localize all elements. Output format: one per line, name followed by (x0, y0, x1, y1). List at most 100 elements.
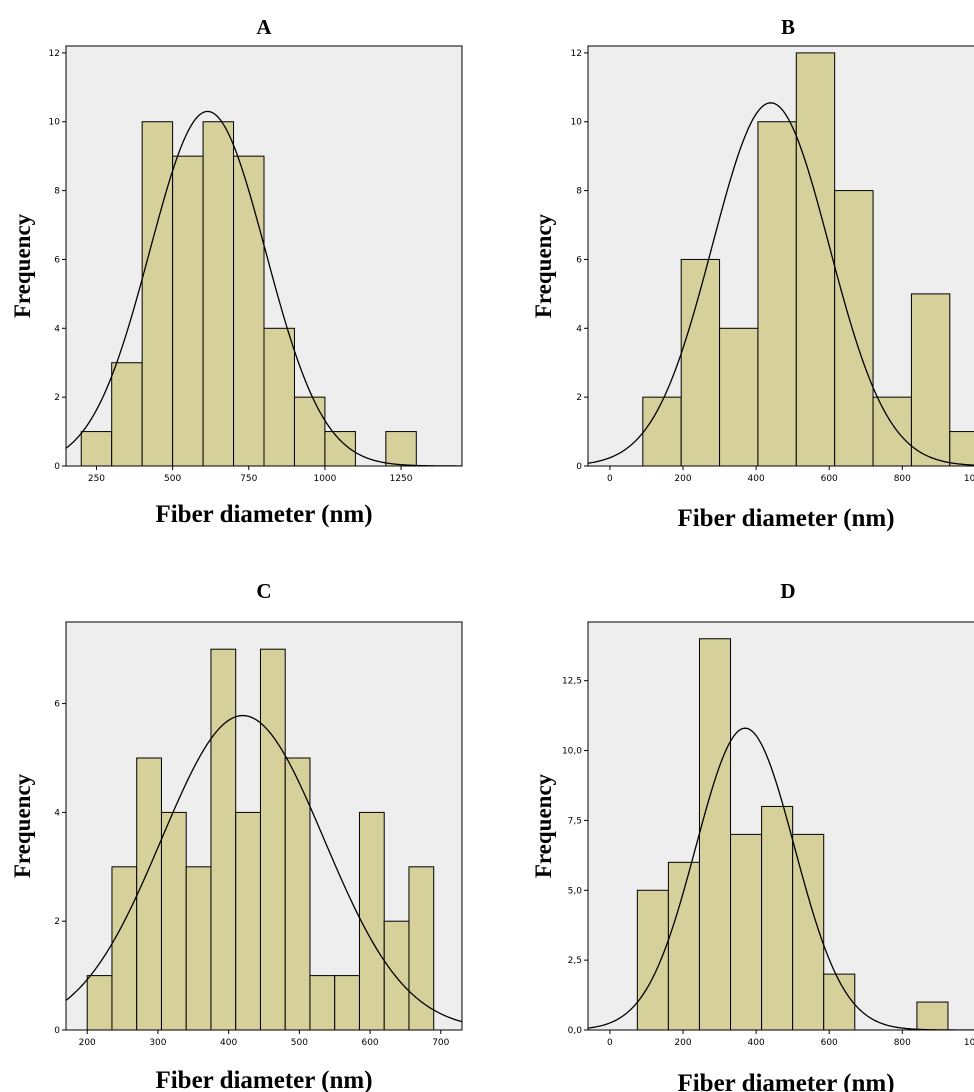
plot-frame (65, 45, 463, 467)
x-tick-label: 800 (894, 474, 911, 484)
normal-curve (588, 102, 974, 466)
histogram-bar (259, 648, 286, 1030)
x-tick-label: 400 (220, 1038, 237, 1048)
x-tick-label: 0 (607, 474, 613, 484)
panel-a: 250 500 750 1000 1250 0 2 4 6 8 10 12 A Fiber diamete… (10, 15, 463, 528)
histogram-bar (910, 293, 951, 466)
histogram-bar (823, 973, 856, 1030)
y-tick-label: 8 (54, 187, 60, 197)
histogram-bar (757, 121, 797, 466)
histogram-bar (383, 920, 410, 1030)
x-tick-label: 800 (894, 1038, 911, 1048)
x-tick-label: 200 (674, 474, 691, 484)
x-tick-label: 750 (240, 474, 257, 484)
y-tick-label: 10,0 (562, 747, 582, 757)
histogram-bar (263, 327, 295, 466)
y-axis-label: Frequency (531, 773, 556, 878)
y-tick-label: 2 (54, 917, 60, 927)
histogram-bar (284, 757, 311, 1030)
x-tick-label: 500 (291, 1038, 308, 1048)
x-axis-label: Fiber diameter (nm) (677, 1070, 894, 1092)
y-tick-label: 7,5 (568, 816, 582, 826)
histogram-bar (235, 811, 261, 1030)
y-tick-label: 6 (576, 255, 582, 265)
panel-title: A (256, 15, 272, 39)
histogram-bar (141, 121, 174, 466)
histogram-bar (210, 648, 237, 1030)
plot-frame (587, 45, 974, 467)
x-tick-label: 700 (432, 1038, 449, 1048)
histogram-bar (872, 396, 912, 466)
x-tick-label: 400 (748, 474, 765, 484)
y-tick-label: 12,5 (562, 677, 582, 687)
bars (636, 638, 949, 1030)
y-tick-label: 0 (54, 1026, 60, 1036)
y-tick-label: 5,0 (568, 886, 583, 896)
y-tick-label: 6 (54, 255, 60, 265)
x-tick-label: 1000 (313, 474, 336, 484)
histogram-bar (358, 811, 385, 1030)
histogram-bar (136, 757, 162, 1030)
y-tick-label: 4 (576, 324, 582, 334)
histogram-bar (730, 833, 763, 1030)
y-tick-label: 2 (54, 393, 60, 403)
y-tick-label: 0 (576, 462, 582, 472)
histogram-bar (408, 866, 435, 1030)
histogram-bar (233, 155, 265, 466)
y-axis-label: Frequency (10, 213, 35, 318)
y-tick-label: 10 (49, 118, 61, 128)
histogram-bar (293, 396, 326, 466)
y-tick-label: 4 (54, 324, 60, 334)
y-tick-label: 2,5 (568, 956, 582, 966)
x-tick-label: 300 (149, 1038, 166, 1048)
y-tick-label: 2 (576, 393, 582, 403)
x-tick-label: 400 (748, 1038, 765, 1048)
histogram-bar (795, 52, 836, 466)
histogram-bar (334, 975, 360, 1030)
plot-frame (65, 621, 463, 1031)
histogram-bar (172, 155, 204, 466)
y-tick-label: 0 (54, 462, 60, 472)
x-tick-label: 1000 (964, 1038, 974, 1048)
histogram-bar (202, 121, 235, 466)
x-tick-label: 250 (88, 474, 105, 484)
bars (642, 52, 974, 466)
panel-b: 0 200 400 600 800 1000 0 2 4 6 8 10 12 B Fiber diamete… (531, 15, 974, 532)
histogram-bar (111, 866, 138, 1030)
y-tick-label: 4 (54, 808, 60, 818)
plot-frame (587, 621, 974, 1031)
x-tick-label: 600 (821, 1038, 838, 1048)
y-tick-label: 10 (571, 118, 583, 128)
histogram-bar (698, 638, 732, 1030)
histogram-bar (761, 805, 794, 1030)
normal-curve (66, 110, 462, 466)
panel-d: 0 200 400 600 800 1000 0,0 2,5 5,0 7,5 10,0 12,5 D Fi… (531, 579, 974, 1092)
x-tick-label: 200 (79, 1038, 96, 1048)
x-tick-label: 200 (674, 1038, 691, 1048)
histogram-bar (86, 975, 113, 1030)
y-tick-label: 0,0 (568, 1026, 583, 1036)
y-axis-label: Frequency (10, 773, 35, 878)
panel-title: B (781, 15, 795, 39)
histogram-bar (80, 431, 113, 466)
panel-title: D (780, 579, 795, 603)
histogram-bar (111, 362, 143, 466)
y-tick-label: 6 (54, 700, 60, 710)
y-axis-label: Frequency (531, 213, 556, 318)
bars (80, 121, 417, 466)
y-tick-label: 8 (576, 187, 582, 197)
histogram-bar (642, 396, 682, 466)
histogram-bar (185, 866, 212, 1030)
normal-curve (66, 714, 462, 1023)
x-axis-label: Fiber diameter (nm) (155, 1067, 372, 1092)
panel-c: 200 300 400 500 600 700 0 2 4 6 C Fiber diameter (n… (10, 579, 463, 1092)
histogram-bar (636, 889, 669, 1030)
y-tick-label: 12 (49, 49, 60, 59)
histogram-bar (667, 861, 700, 1030)
bars (86, 648, 435, 1030)
histogram-bar (309, 975, 336, 1030)
x-tick-label: 1000 (964, 474, 974, 484)
x-tick-label: 1250 (390, 474, 413, 484)
x-tick-label: 0 (607, 1038, 613, 1048)
